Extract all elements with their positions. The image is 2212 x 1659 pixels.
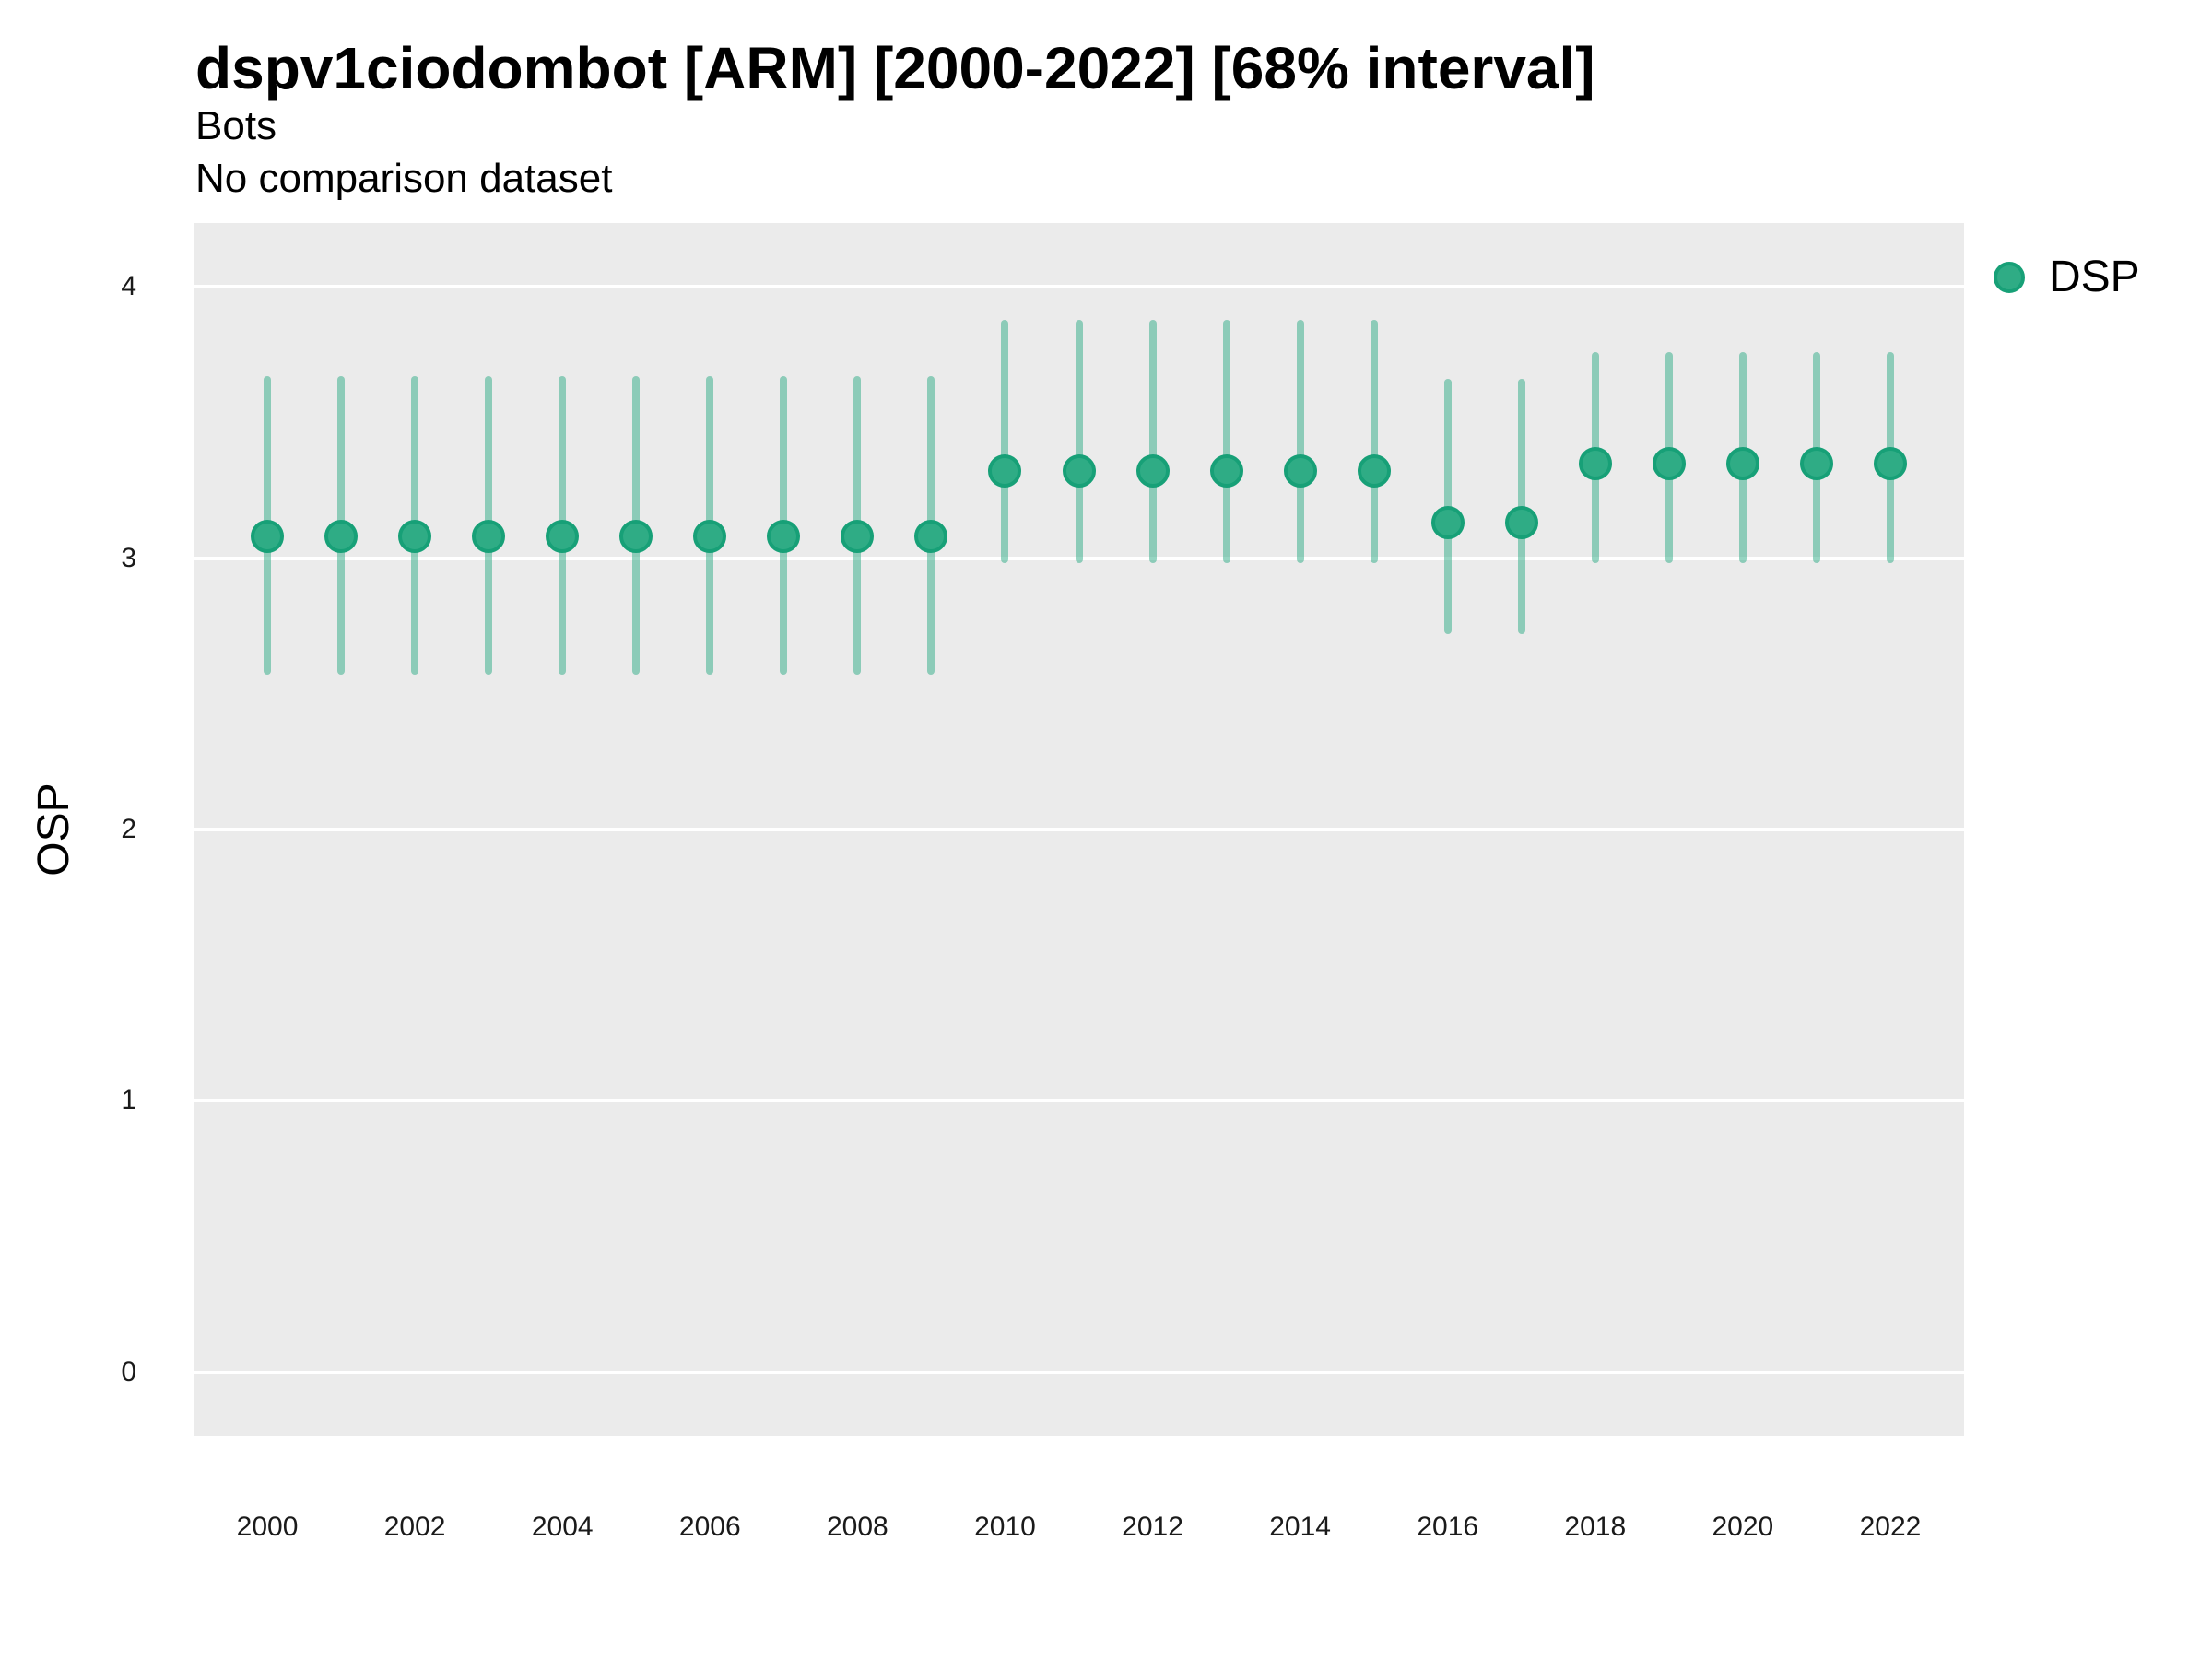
interval-bar-2014 [1296,319,1304,564]
data-point-DSP-2020 [1725,446,1759,480]
data-point-DSP-2001 [324,520,359,554]
x-tick-label-2004: 2004 [531,1512,594,1542]
data-point-DSP-2012 [1135,454,1170,488]
data-point-DSP-2005 [619,520,653,554]
chart-title: dspv1ciodombot [ARM] [2000-2022] [68% in… [195,35,1595,101]
gridline-y-1 [194,1099,1964,1103]
y-tick-label-0: 0 [121,1356,136,1387]
data-point-DSP-2017 [1504,506,1538,540]
data-point-DSP-2011 [1062,454,1096,488]
x-tick-label-2020: 2020 [1712,1512,1774,1542]
data-point-DSP-2006 [693,520,727,554]
interval-bar-2012 [1148,319,1157,564]
interval-bar-2011 [1075,319,1083,564]
gridline-y-2 [194,828,1964,831]
data-point-DSP-2019 [1652,446,1686,480]
x-tick-label-2010: 2010 [974,1512,1036,1542]
y-axis-title: OSP [29,782,78,877]
x-tick-label-2006: 2006 [678,1512,741,1542]
gridline-y-4 [194,285,1964,289]
data-point-DSP-2018 [1578,446,1612,480]
chart-subtitle-line2: No comparison dataset [195,156,613,201]
gridline-y-0 [194,1370,1964,1374]
data-point-DSP-2014 [1283,454,1317,488]
data-point-DSP-2008 [841,520,875,554]
data-point-DSP-2013 [1209,454,1243,488]
data-point-DSP-2002 [398,520,432,554]
data-point-DSP-2003 [472,520,506,554]
y-tick-label-3: 3 [121,542,136,573]
data-point-DSP-2022 [1873,446,1907,480]
y-tick-label-2: 2 [121,814,136,844]
legend: DSP [1994,255,2140,300]
x-tick-label-2008: 2008 [827,1512,888,1542]
legend-marker-icon [1994,262,2025,293]
x-tick-label-2018: 2018 [1564,1512,1627,1542]
chart-subtitle-line1: Bots [195,103,277,148]
data-point-DSP-2021 [1799,446,1833,480]
data-point-DSP-2016 [1430,506,1465,540]
y-tick-label-1: 1 [121,1085,136,1116]
x-tick-label-2022: 2022 [1859,1512,1922,1542]
plot-panel [194,223,1964,1436]
interval-bar-2010 [1001,319,1009,564]
data-point-DSP-2004 [546,520,580,554]
legend-label: DSP [2049,253,2140,301]
data-point-DSP-2007 [767,520,801,554]
x-tick-label-2000: 2000 [236,1512,299,1542]
x-tick-label-2002: 2002 [383,1512,446,1542]
x-tick-label-2016: 2016 [1417,1512,1479,1542]
x-tick-label-2012: 2012 [1122,1512,1183,1542]
interval-bar-2013 [1222,319,1230,564]
data-point-DSP-2000 [251,520,285,554]
data-point-DSP-2009 [914,520,948,554]
data-point-DSP-2010 [988,454,1022,488]
y-tick-label-4: 4 [121,271,136,302]
x-tick-label-2014: 2014 [1269,1512,1331,1542]
data-point-DSP-2015 [1357,454,1391,488]
interval-bar-2015 [1370,319,1378,564]
